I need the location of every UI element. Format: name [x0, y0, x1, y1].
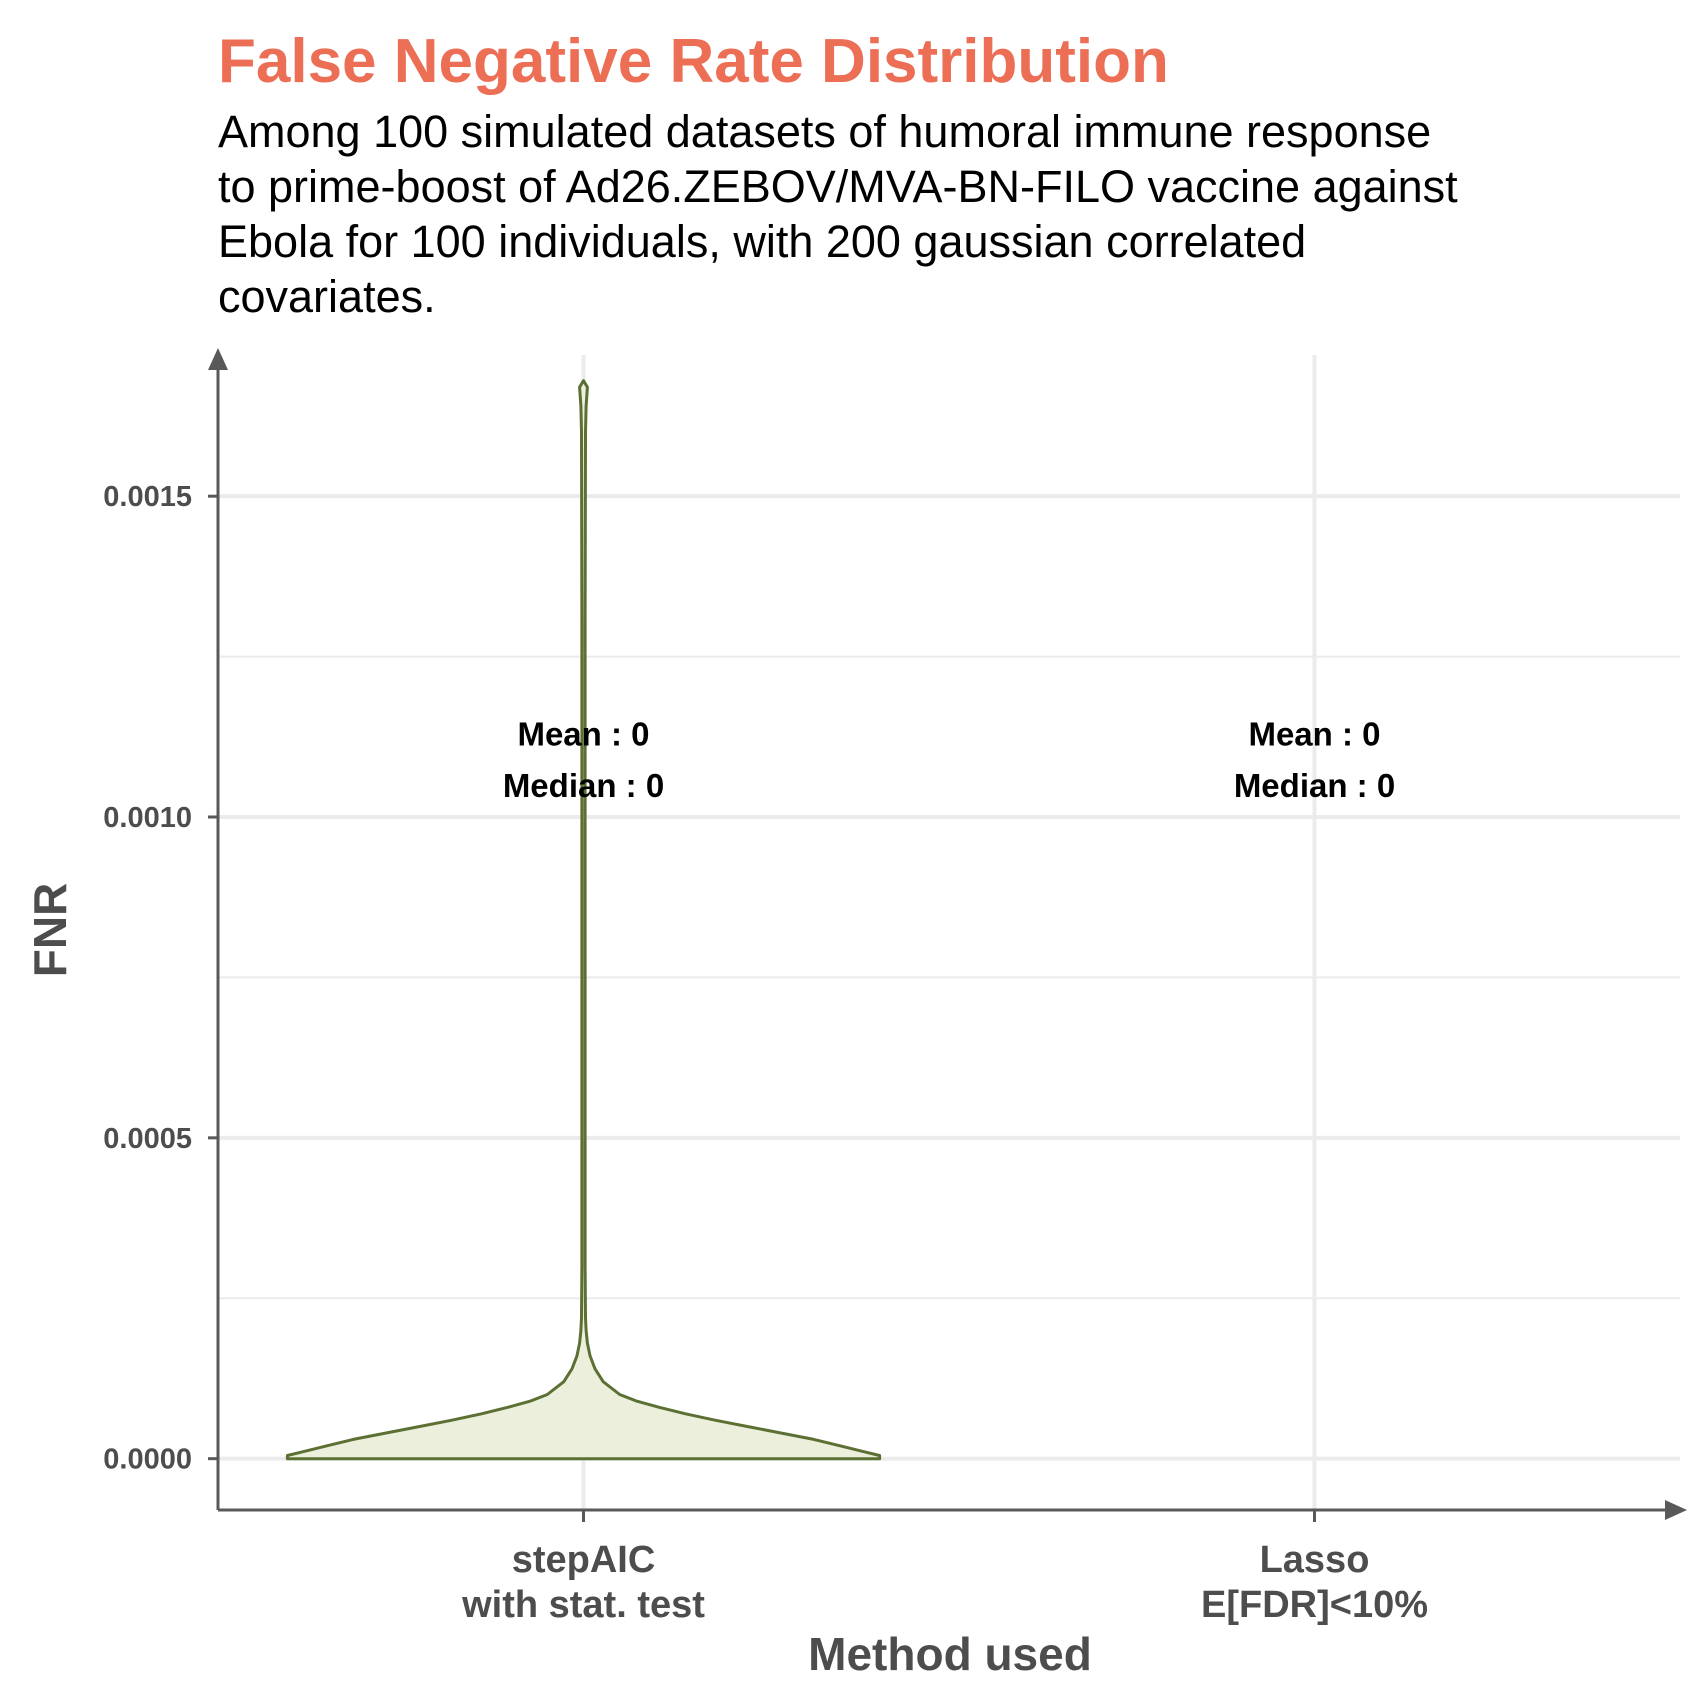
y-axis-arrow [208, 348, 228, 370]
x-tick-label: with stat. test [461, 1584, 705, 1626]
y-tick-label: 0.0010 [103, 802, 192, 834]
violin-layer [285, 379, 882, 1461]
mean-annotation: Mean : 0 [1248, 716, 1380, 753]
x-tick-label: Lasso [1260, 1539, 1370, 1581]
y-tick-label: 0.0005 [103, 1123, 192, 1155]
x-tick-label: stepAIC [512, 1539, 656, 1581]
x-axis-title: Method used [808, 1628, 1092, 1680]
chart-subtitle: Among 100 simulated datasets of humoral … [218, 104, 1458, 324]
x-tick-label: E[FDR]<10% [1201, 1584, 1428, 1626]
grid-lines [218, 355, 1680, 1510]
median-annotation: Median : 0 [1234, 767, 1395, 804]
y-axis-title: FNR [24, 883, 76, 978]
mean-annotation: Mean : 0 [517, 716, 649, 753]
y-tick-label: 0.0015 [103, 481, 192, 513]
violin-shape [285, 379, 882, 1461]
subtitle-line: Ebola for 100 individuals, with 200 gaus… [218, 216, 1307, 267]
y-tick-label: 0.0000 [103, 1444, 192, 1476]
chart-title: False Negative Rate Distribution [218, 27, 1169, 96]
median-annotation: Median : 0 [503, 767, 664, 804]
subtitle-line: covariates. [218, 271, 436, 322]
x-axis-arrow [1665, 1500, 1687, 1520]
axes [208, 348, 1687, 1522]
subtitle-line: to prime-boost of Ad26.ZEBOV/MVA-BN-FILO… [218, 161, 1458, 212]
subtitle-line: Among 100 simulated datasets of humoral … [218, 106, 1432, 157]
